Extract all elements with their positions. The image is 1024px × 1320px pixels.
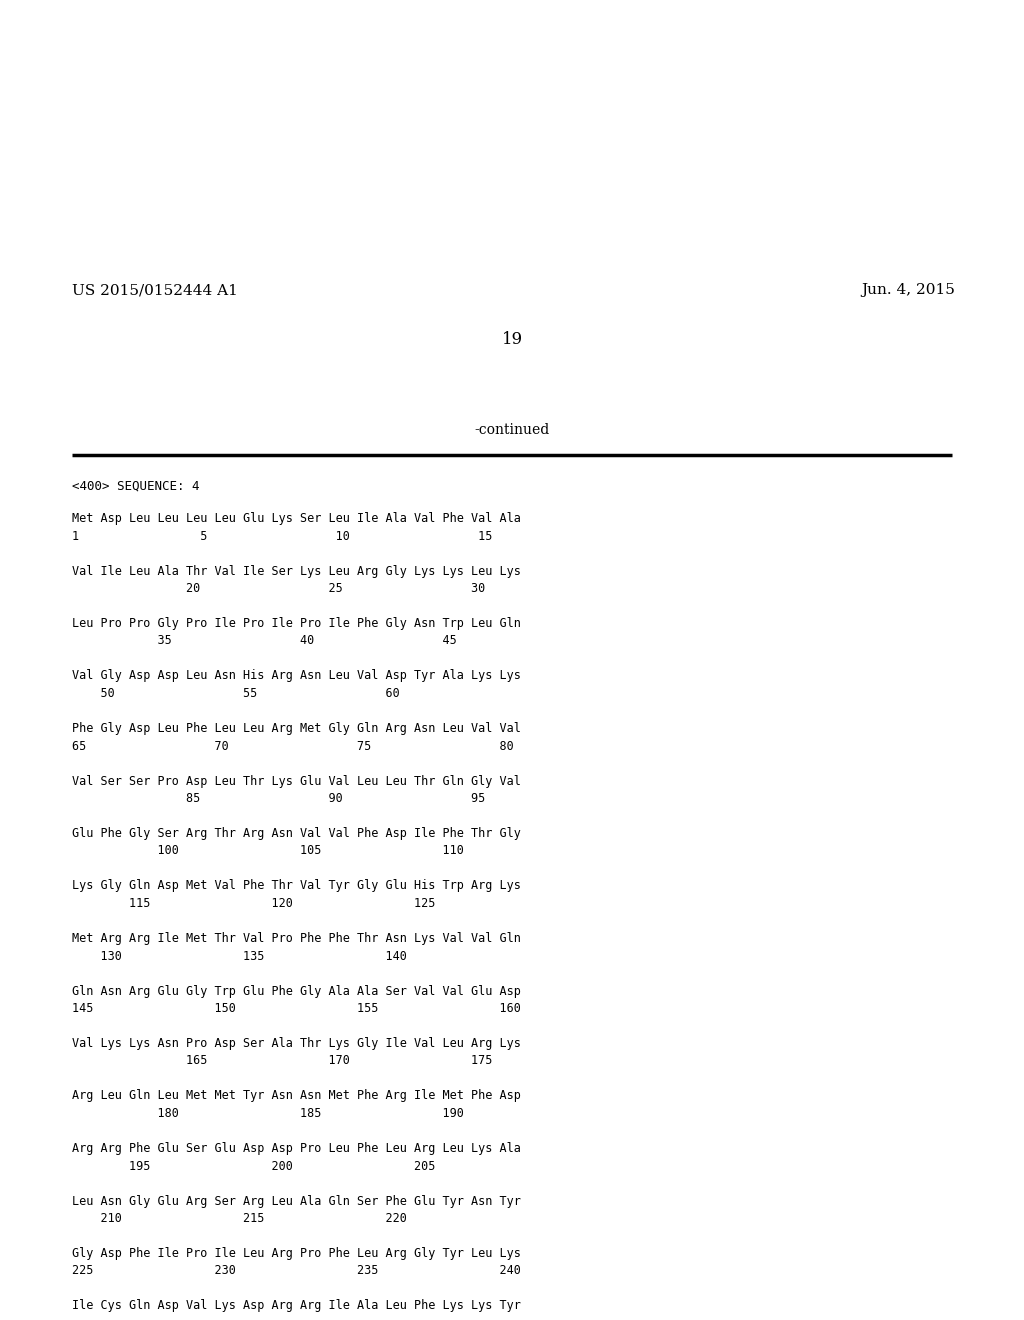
Text: 115                 120                 125: 115 120 125 — [72, 898, 435, 909]
Text: Leu Pro Pro Gly Pro Ile Pro Ile Pro Ile Phe Gly Asn Trp Leu Gln: Leu Pro Pro Gly Pro Ile Pro Ile Pro Ile … — [72, 616, 521, 630]
Text: 165                 170                 175: 165 170 175 — [72, 1055, 493, 1068]
Text: Met Asp Leu Leu Leu Leu Glu Lys Ser Leu Ile Ala Val Phe Val Ala: Met Asp Leu Leu Leu Leu Glu Lys Ser Leu … — [72, 512, 521, 525]
Text: <400> SEQUENCE: 4: <400> SEQUENCE: 4 — [72, 480, 200, 492]
Text: Jun. 4, 2015: Jun. 4, 2015 — [861, 282, 955, 297]
Text: US 2015/0152444 A1: US 2015/0152444 A1 — [72, 282, 238, 297]
Text: Ile Cys Gln Asp Val Lys Asp Arg Arg Ile Ala Leu Phe Lys Lys Tyr: Ile Cys Gln Asp Val Lys Asp Arg Arg Ile … — [72, 1299, 521, 1312]
Text: Phe Gly Asp Leu Phe Leu Leu Arg Met Gly Gln Arg Asn Leu Val Val: Phe Gly Asp Leu Phe Leu Leu Arg Met Gly … — [72, 722, 521, 735]
Text: Met Arg Arg Ile Met Thr Val Pro Phe Phe Thr Asn Lys Val Val Gln: Met Arg Arg Ile Met Thr Val Pro Phe Phe … — [72, 932, 521, 945]
Text: Val Lys Lys Asn Pro Asp Ser Ala Thr Lys Gly Ile Val Leu Arg Lys: Val Lys Lys Asn Pro Asp Ser Ala Thr Lys … — [72, 1038, 521, 1049]
Text: 20                  25                  30: 20 25 30 — [72, 582, 485, 595]
Text: Gly Asp Phe Ile Pro Ile Leu Arg Pro Phe Leu Arg Gly Tyr Leu Lys: Gly Asp Phe Ile Pro Ile Leu Arg Pro Phe … — [72, 1247, 521, 1261]
Text: 195                 200                 205: 195 200 205 — [72, 1159, 435, 1172]
Text: 65                  70                  75                  80: 65 70 75 80 — [72, 739, 514, 752]
Text: 145                 150                 155                 160: 145 150 155 160 — [72, 1002, 521, 1015]
Text: -continued: -continued — [474, 422, 550, 437]
Text: Val Gly Asp Asp Leu Asn His Arg Asn Leu Val Asp Tyr Ala Lys Lys: Val Gly Asp Asp Leu Asn His Arg Asn Leu … — [72, 669, 521, 682]
Text: Lys Gly Gln Asp Met Val Phe Thr Val Tyr Gly Glu His Trp Arg Lys: Lys Gly Gln Asp Met Val Phe Thr Val Tyr … — [72, 879, 521, 892]
Text: 85                  90                  95: 85 90 95 — [72, 792, 485, 805]
Text: Val Ser Ser Pro Asp Leu Thr Lys Glu Val Leu Leu Thr Gln Gly Val: Val Ser Ser Pro Asp Leu Thr Lys Glu Val … — [72, 775, 521, 788]
Text: Glu Phe Gly Ser Arg Thr Arg Asn Val Val Phe Asp Ile Phe Thr Gly: Glu Phe Gly Ser Arg Thr Arg Asn Val Val … — [72, 828, 521, 840]
Text: 1                 5                  10                  15: 1 5 10 15 — [72, 529, 493, 543]
Text: Leu Asn Gly Glu Arg Ser Arg Leu Ala Gln Ser Phe Glu Tyr Asn Tyr: Leu Asn Gly Glu Arg Ser Arg Leu Ala Gln … — [72, 1195, 521, 1208]
Text: Arg Arg Phe Glu Ser Glu Asp Asp Pro Leu Phe Leu Arg Leu Lys Ala: Arg Arg Phe Glu Ser Glu Asp Asp Pro Leu … — [72, 1142, 521, 1155]
Text: Arg Leu Gln Leu Met Met Tyr Asn Asn Met Phe Arg Ile Met Phe Asp: Arg Leu Gln Leu Met Met Tyr Asn Asn Met … — [72, 1089, 521, 1102]
Text: Val Ile Leu Ala Thr Val Ile Ser Lys Leu Arg Gly Lys Lys Leu Lys: Val Ile Leu Ala Thr Val Ile Ser Lys Leu … — [72, 565, 521, 578]
Text: 50                  55                  60: 50 55 60 — [72, 686, 399, 700]
Text: 35                  40                  45: 35 40 45 — [72, 635, 457, 648]
Text: Gln Asn Arg Glu Gly Trp Glu Phe Gly Ala Ala Ser Val Val Glu Asp: Gln Asn Arg Glu Gly Trp Glu Phe Gly Ala … — [72, 985, 521, 998]
Text: 19: 19 — [502, 331, 522, 348]
Text: 210                 215                 220: 210 215 220 — [72, 1212, 407, 1225]
Text: 180                 185                 190: 180 185 190 — [72, 1107, 464, 1119]
Text: 225                 230                 235                 240: 225 230 235 240 — [72, 1265, 521, 1278]
Text: 100                 105                 110: 100 105 110 — [72, 845, 464, 858]
Text: 130                 135                 140: 130 135 140 — [72, 949, 407, 962]
